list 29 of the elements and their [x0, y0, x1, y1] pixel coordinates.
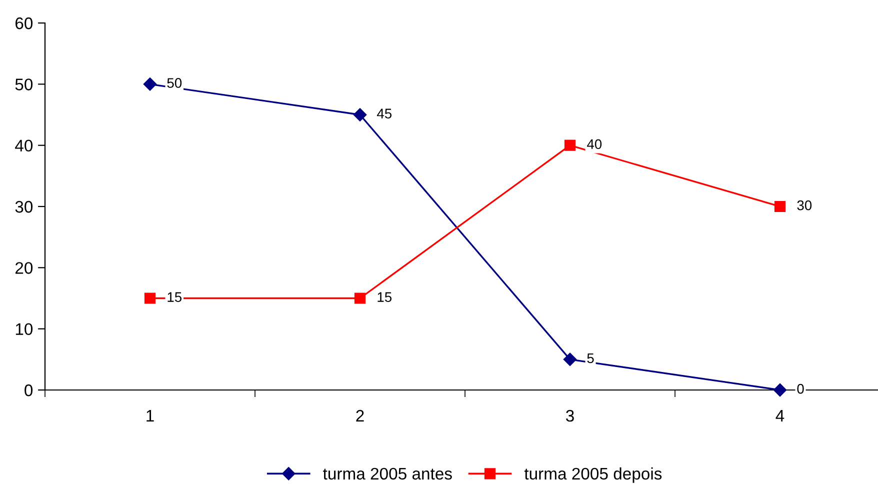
x-tick-label: 3: [566, 410, 574, 422]
point: [353, 108, 367, 122]
data-label: 0: [797, 384, 804, 394]
point: [143, 78, 157, 91]
y-tick-label: 60: [16, 17, 33, 30]
point: [354, 292, 366, 304]
point: [564, 140, 576, 151]
x-tick-label: 4: [776, 410, 784, 422]
point: [563, 352, 577, 366]
data-label: 40: [586, 139, 602, 150]
data-label: 15: [378, 292, 392, 302]
y-tick-label: 30: [15, 200, 33, 213]
data-label: 45: [376, 108, 392, 118]
y-tick-label: 10: [16, 323, 33, 336]
y-tick-label: 50: [15, 78, 33, 90]
y-tick-label: 40: [15, 140, 33, 152]
data-label: 5: [587, 353, 594, 364]
data-label: 50: [167, 78, 182, 88]
point: [774, 200, 786, 212]
point: [144, 292, 156, 304]
x-tick-label: 2: [356, 410, 364, 422]
x-tick-label: 1: [146, 410, 154, 422]
data-label: 30: [797, 200, 812, 210]
point: [773, 383, 787, 397]
legend-label: turma 2005 depois: [524, 467, 662, 483]
y-tick-label: 0: [24, 384, 33, 396]
legend-label: turma 2005 antes: [323, 468, 452, 480]
data-label: 15: [168, 292, 182, 302]
y-tick-label: 20: [15, 262, 33, 274]
